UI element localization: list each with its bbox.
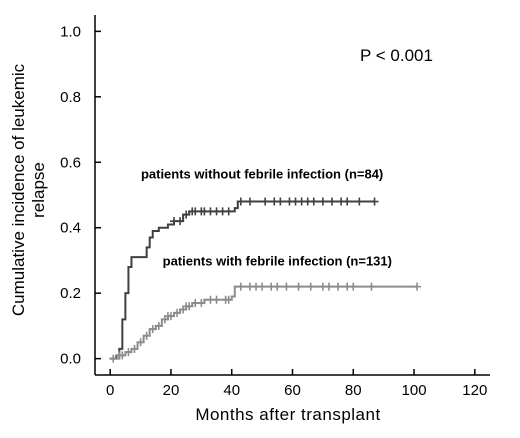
y-axis-title-line2: relapse (29, 162, 48, 218)
y-tick-label: 0.0 (60, 351, 81, 368)
censor-mark (328, 197, 336, 206)
censor-mark (130, 344, 139, 353)
censor-mark (176, 217, 185, 226)
censor-mark (355, 197, 364, 206)
censor-mark (185, 302, 194, 311)
censor-mark (154, 321, 163, 330)
axes: 0.0 0.2 0.4 0.6 0.8 1.0 0 20 40 60 80 100 120 (60, 15, 490, 399)
y-tick-label: 0.8 (60, 89, 81, 106)
censor-mark (309, 197, 318, 206)
series-label-1: patients without febrile infection (n=84… (141, 167, 383, 182)
x-tick-label: 20 (163, 382, 180, 399)
censor-mark (118, 351, 127, 360)
series-2 (109, 282, 422, 363)
censor-mark (318, 197, 327, 206)
censor-mark (306, 282, 315, 291)
x-tick-label: 0 (106, 382, 114, 399)
x-axis-title: Months after transplant (195, 405, 380, 424)
censor-mark (282, 282, 291, 291)
censor-mark (276, 197, 285, 206)
x-tick-label: 40 (223, 382, 240, 399)
censor-mark (197, 299, 206, 307)
censor-mark (124, 348, 133, 357)
censor-mark (236, 197, 245, 206)
x-tick-label: 100 (402, 382, 427, 399)
censor-mark (236, 282, 245, 291)
censor-mark (182, 210, 191, 219)
x-tick-label: 60 (284, 382, 301, 399)
censor-mark (324, 282, 333, 291)
censor-mark (224, 295, 233, 304)
series-line (110, 200, 375, 360)
censor-mark (148, 325, 157, 334)
censor-mark (258, 282, 267, 291)
censor-mark (212, 295, 221, 304)
censor-mark (109, 354, 118, 363)
censor-mark (142, 331, 151, 340)
x-tick-label: 120 (462, 382, 487, 399)
y-tick-label: 1.0 (60, 23, 81, 40)
x-tick-label: 80 (345, 382, 362, 399)
censor-mark (273, 282, 282, 291)
censor-mark (261, 197, 270, 206)
y-tick-label: 0.6 (60, 154, 81, 171)
series-line (110, 285, 418, 360)
censor-mark (245, 197, 254, 206)
p-value-annotation: P < 0.001 (360, 46, 433, 65)
y-tick-label: 0.2 (60, 285, 81, 302)
series-label-2: patients with febrile infection (n=131) (163, 253, 392, 268)
censor-mark (224, 207, 233, 216)
y-tick-label: 0.4 (60, 220, 81, 237)
labels-group: P < 0.001 Months after transplant Cumula… (9, 46, 433, 424)
censor-mark (367, 282, 376, 291)
series-group (109, 197, 422, 363)
censor-mark (343, 197, 352, 206)
series-1 (110, 197, 379, 360)
censor-mark (166, 312, 175, 321)
censor-mark (334, 282, 343, 291)
censor-mark (173, 308, 182, 317)
y-axis-title-line1: Cumulative incidence of leukemic (9, 63, 28, 316)
censor-mark (413, 282, 422, 291)
censor-mark (349, 282, 358, 291)
censor-mark (370, 197, 379, 206)
censor-mark (294, 282, 303, 291)
censor-mark (136, 338, 145, 347)
